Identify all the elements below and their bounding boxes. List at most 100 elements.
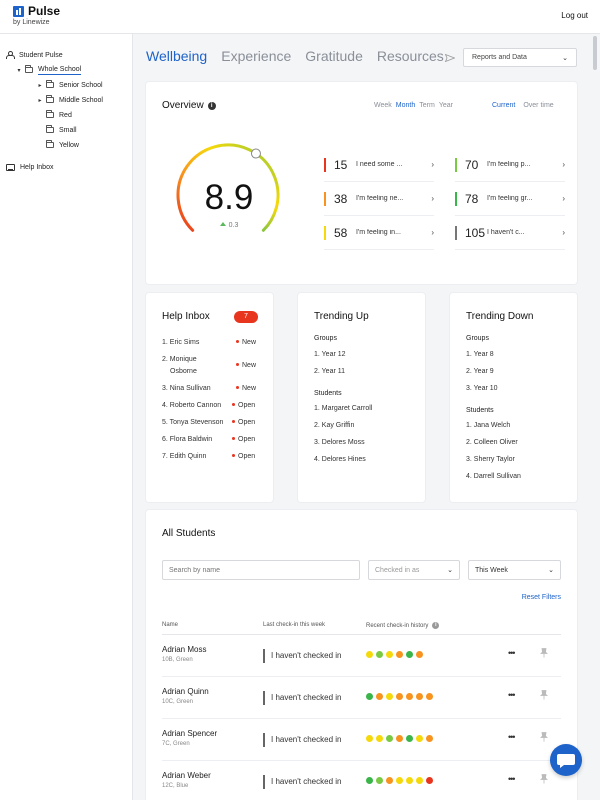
students-label: Students	[466, 407, 494, 414]
sidebar-item-label: Small	[59, 126, 77, 134]
table-row[interactable]: Adrian Moss 10B, Green I haven't checked…	[162, 635, 561, 677]
tab-resources[interactable]: Resources	[376, 48, 444, 64]
sidebar-item-yellow[interactable]: Yellow	[46, 139, 79, 151]
info-icon[interactable]: i	[432, 622, 440, 629]
sentiment-count: 38	[334, 191, 348, 206]
list-item[interactable]: 1. Year 12	[314, 351, 346, 358]
tab-wellbeing[interactable]: Wellbeing	[146, 48, 208, 64]
help-inbox-count-badge: 7	[234, 311, 258, 323]
chevron-right-icon[interactable]: ▸	[38, 82, 42, 89]
student-name[interactable]: Adrian Spencer	[162, 729, 218, 738]
chevron-down-icon[interactable]: ▾	[17, 67, 21, 74]
sentiment-row[interactable]: 38 I'm feeling ne... ›	[324, 182, 434, 216]
student-name[interactable]: Adrian Quinn	[162, 687, 209, 696]
check-in-history	[366, 777, 433, 784]
column-header-name[interactable]: Name	[162, 622, 179, 628]
sidebar-item-middle-school[interactable]: ▸ Middle School	[37, 94, 103, 106]
sidebar-item-label: Red	[59, 111, 72, 119]
more-options-icon[interactable]: •••	[508, 690, 516, 700]
help-inbox-item[interactable]: 2. Monique	[162, 356, 197, 363]
checked-in-as-select[interactable]: Checked in as ⌄	[368, 560, 460, 580]
tab-experience[interactable]: Experience	[221, 48, 292, 64]
sentiment-row[interactable]: 70 I'm feeling p... ›	[455, 148, 565, 182]
list-item[interactable]: 2. Year 9	[466, 368, 494, 375]
chevron-down-icon: ⌄	[447, 567, 453, 574]
period-term[interactable]: Term	[419, 102, 435, 109]
reports-and-data-select[interactable]: Reports and Data ⌄	[463, 48, 577, 67]
folder-icon	[46, 80, 54, 88]
table-row[interactable]: Adrian Spencer 7C, Green I haven't check…	[162, 719, 561, 761]
status-dot-icon	[236, 363, 239, 366]
list-item[interactable]: 2. Year 11	[314, 368, 346, 375]
sentiment-row[interactable]: 105 I haven't c... ›	[455, 216, 565, 250]
status-text: New	[242, 362, 257, 369]
list-item[interactable]: 4. Delores Hines	[314, 456, 366, 463]
last-check-in: I haven't checked in	[263, 775, 341, 789]
student-name[interactable]: Adrian Moss	[162, 645, 207, 654]
sentiment-row[interactable]: 15 I need some ... ›	[324, 148, 434, 182]
search-input[interactable]	[162, 560, 360, 580]
help-inbox-card: Help Inbox 7 1. Eric Sims New 2. Monique…	[146, 293, 273, 502]
send-icon[interactable]	[445, 54, 455, 62]
student-name[interactable]: Adrian Weber	[162, 771, 211, 780]
student-class: 12C, Blue	[162, 783, 189, 789]
period-year[interactable]: Year	[438, 102, 453, 109]
reset-filters-link[interactable]: Reset Filters	[521, 594, 561, 601]
help-inbox-item[interactable]: 4. Roberto Cannon	[162, 402, 222, 409]
table-row[interactable]: Adrian Quinn 10C, Green I haven't checke…	[162, 677, 561, 719]
list-item[interactable]: 4. Darrell Sullivan	[466, 473, 521, 480]
chat-button[interactable]	[550, 744, 582, 776]
sidebar-item-help-inbox[interactable]: Help Inbox	[6, 161, 53, 173]
status-text: New	[242, 385, 257, 392]
sidebar-item-whole-school[interactable]: ▾ Whole School	[16, 64, 82, 76]
week-select-value: This Week	[475, 566, 508, 574]
column-header-last-check-in[interactable]: Last check-in this week	[263, 622, 326, 628]
sentiment-row[interactable]: 58 I'm feeling in... ›	[324, 216, 434, 250]
pin-icon[interactable]	[540, 732, 548, 742]
list-item[interactable]: 3. Year 10	[466, 385, 498, 392]
sentiment-row[interactable]: 78 I'm feeling gr... ›	[455, 182, 565, 216]
week-select[interactable]: This Week ⌄	[468, 560, 561, 580]
list-item[interactable]: 1. Jana Welch	[466, 422, 511, 429]
more-options-icon[interactable]: •••	[508, 774, 516, 784]
chevron-right-icon[interactable]: ▸	[38, 97, 42, 104]
wellbeing-score: 8.9	[204, 178, 254, 217]
logout-link[interactable]: Log out	[561, 11, 588, 20]
mode-over-time[interactable]: Over time	[523, 102, 554, 109]
pin-icon[interactable]	[540, 648, 548, 658]
sidebar-item-student-pulse[interactable]: Student Pulse	[6, 49, 63, 61]
sidebar-item-small[interactable]: Small	[46, 124, 77, 136]
list-item[interactable]: 2. Kay Griffin	[314, 422, 355, 429]
sidebar-item-senior-school[interactable]: ▸ Senior School	[37, 79, 103, 91]
info-icon[interactable]: i	[207, 102, 216, 110]
more-options-icon[interactable]: •••	[508, 648, 516, 658]
list-item[interactable]: 3. Sherry Taylor	[466, 456, 515, 463]
brand[interactable]: Pulse by Linewize	[13, 4, 60, 26]
list-item[interactable]: 3. Delores Moss	[314, 439, 365, 446]
scrollbar-thumb[interactable]	[593, 36, 597, 70]
brand-name: Pulse	[28, 4, 61, 18]
tab-gratitude[interactable]: Gratitude	[305, 48, 363, 64]
table-row[interactable]: Adrian Weber 12C, Blue I haven't checked…	[162, 761, 561, 800]
help-inbox-item[interactable]: 1. Eric Sims	[162, 339, 200, 346]
checked-in-as-value: Checked in as	[375, 566, 420, 574]
history-dot	[396, 651, 403, 658]
list-item[interactable]: 2. Colleen Oliver	[466, 439, 518, 446]
help-inbox-item[interactable]: 5. Tonya Stevenson	[162, 419, 224, 426]
history-dot	[396, 693, 403, 700]
pin-icon[interactable]	[540, 774, 548, 784]
pulse-logo-icon	[13, 5, 24, 17]
sidebar-item-red[interactable]: Red	[46, 109, 72, 121]
list-item[interactable]: 1. Year 8	[466, 351, 494, 358]
more-options-icon[interactable]: •••	[508, 732, 516, 742]
period-month[interactable]: Month	[395, 102, 416, 109]
help-inbox-item[interactable]: 6. Flora Baldwin	[162, 436, 213, 443]
pin-icon[interactable]	[540, 690, 548, 700]
column-header-history: Recent check-in history i	[366, 622, 440, 629]
mode-current[interactable]: Current	[492, 102, 516, 109]
help-inbox-item[interactable]: 7. Edith Quinn	[162, 453, 207, 460]
help-inbox-item[interactable]: 3. Nina Sullivan	[162, 385, 211, 392]
history-dot	[416, 651, 423, 658]
period-week[interactable]: Week	[374, 102, 392, 109]
list-item[interactable]: 1. Margaret Carroll	[314, 405, 373, 412]
